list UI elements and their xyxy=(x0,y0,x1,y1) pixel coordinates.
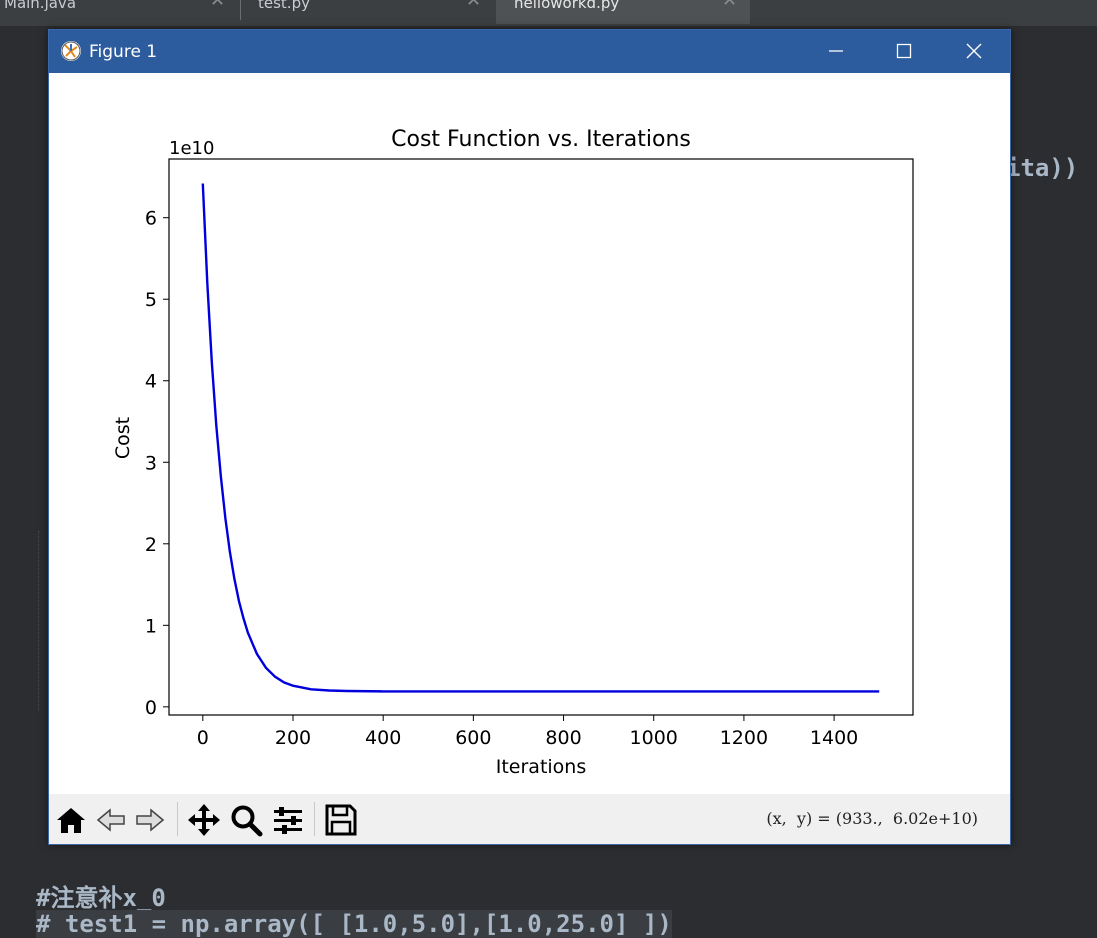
x-tick-label: 200 xyxy=(275,727,311,749)
move-icon xyxy=(188,804,220,836)
x-tick-label: 800 xyxy=(545,727,581,749)
editor-tab-bar: Main.java ✕ test.py ✕ helloworkd.py ✕ xyxy=(0,0,1097,26)
navigation-toolbar: (x, y) = (933., 6.02e+10) xyxy=(49,794,1010,844)
sliders-icon xyxy=(274,807,302,834)
axes-frame xyxy=(168,158,914,716)
code-fragment: ita)) xyxy=(1006,154,1079,182)
matplotlib-icon xyxy=(61,41,81,61)
configure-subplots-button[interactable] xyxy=(271,803,305,837)
x-tick-label: 1400 xyxy=(810,727,858,749)
x-axis-label: Iterations xyxy=(496,756,587,778)
forward-button[interactable] xyxy=(133,803,167,837)
home-icon xyxy=(57,808,85,833)
y-tick-label: 5 xyxy=(145,289,157,311)
tab-test-py[interactable]: test.py ✕ xyxy=(254,0,494,24)
figure-window: Figure 1 Cost Function vs. Iterations 1e… xyxy=(48,29,1011,845)
minimize-icon xyxy=(829,50,843,52)
y-offset-text: 1e10 xyxy=(169,138,214,159)
home-button[interactable] xyxy=(54,803,88,837)
y-tick-label: 1 xyxy=(145,615,157,637)
y-tick-label: 4 xyxy=(145,371,157,393)
x-tick-label: 600 xyxy=(455,727,491,749)
close-tab-icon[interactable]: ✕ xyxy=(722,0,738,11)
window-titlebar[interactable]: Figure 1 xyxy=(49,30,1010,73)
chart-title: Cost Function vs. Iterations xyxy=(391,127,691,152)
arrow-right-icon xyxy=(136,808,165,832)
y-tick-label: 6 xyxy=(145,208,157,230)
cursor-coordinates: (x, y) = (933., 6.02e+10) xyxy=(766,809,978,828)
close-tab-icon[interactable]: ✕ xyxy=(210,0,226,11)
cost-chart: Cost Function vs. Iterations 1e10 Iterat… xyxy=(112,127,914,778)
maximize-button[interactable] xyxy=(869,30,939,73)
floppy-disk-icon xyxy=(325,804,357,836)
x-tick-label: 400 xyxy=(365,727,401,749)
maximize-icon xyxy=(896,43,912,59)
tab-helloworkd-py[interactable]: helloworkd.py ✕ xyxy=(496,0,750,24)
minimize-button[interactable] xyxy=(801,30,871,73)
close-button[interactable] xyxy=(939,30,1009,73)
y-tick-label: 3 xyxy=(145,452,157,474)
figure-canvas[interactable]: Cost Function vs. Iterations 1e10 Iterat… xyxy=(49,73,1010,794)
code-comment: #注意补x_0 xyxy=(36,884,166,912)
toolbar-divider xyxy=(177,802,178,836)
axis-ticks: 0 200 400 600 800 1000 1200 1400 0 1 2 3 4 5 6 xyxy=(145,208,858,749)
pan-button[interactable] xyxy=(187,803,221,837)
window-title: Figure 1 xyxy=(89,42,158,62)
magnifier-icon xyxy=(231,805,263,837)
code-line-highlighted: # test1 = np.array([ [1.0,5.0],[1.0,25.0… xyxy=(36,910,672,938)
save-button[interactable] xyxy=(324,803,358,837)
tab-divider xyxy=(240,0,241,20)
tab-label: helloworkd.py xyxy=(514,0,620,12)
close-tab-icon[interactable]: ✕ xyxy=(466,0,482,11)
cost-series-line xyxy=(201,183,880,693)
zoom-button[interactable] xyxy=(229,803,263,837)
indent-guide xyxy=(38,531,40,711)
tab-main-java[interactable]: Main.java ✕ xyxy=(0,0,238,24)
toolbar-divider xyxy=(314,802,315,836)
y-tick-label: 2 xyxy=(145,534,157,556)
x-tick-label: 1000 xyxy=(630,727,678,749)
tab-label: test.py xyxy=(258,0,310,12)
tab-label: Main.java xyxy=(4,0,77,12)
x-tick-label: 1200 xyxy=(720,727,768,749)
y-tick-label: 0 xyxy=(145,697,157,719)
y-axis-label: Cost xyxy=(112,417,134,459)
x-tick-label: 0 xyxy=(197,727,209,749)
back-button[interactable] xyxy=(94,803,128,837)
arrow-left-icon xyxy=(96,808,125,832)
close-icon xyxy=(966,43,982,59)
